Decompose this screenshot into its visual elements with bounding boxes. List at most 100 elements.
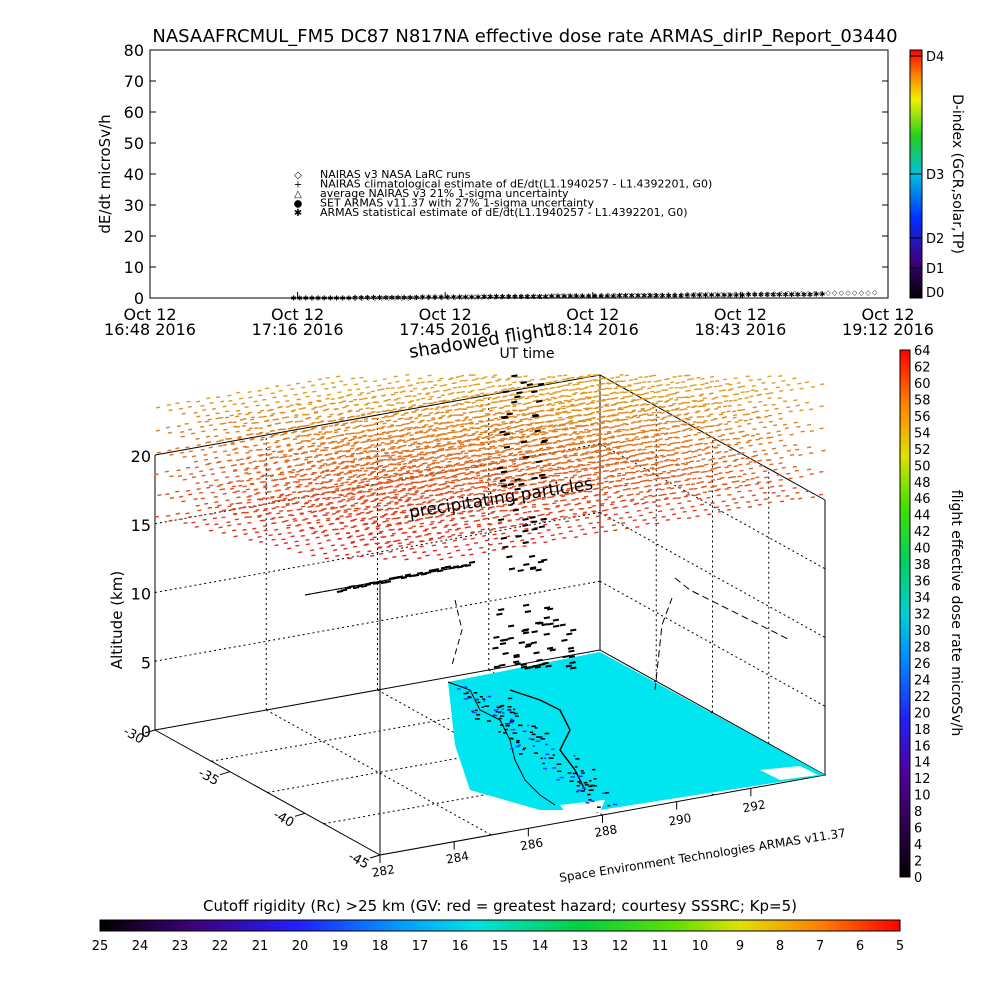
particle-dash (546, 382, 550, 383)
particle-dash (196, 401, 200, 402)
particle-dash (240, 459, 244, 460)
y-tick-label: 30 (124, 196, 144, 215)
particle-dash (700, 504, 704, 505)
particle-dash (416, 470, 420, 471)
particle-dash (489, 410, 493, 411)
particle-dash (723, 484, 727, 485)
armas-point: ✱ (789, 291, 795, 299)
particle-dash (398, 410, 402, 411)
particle-dash (416, 383, 420, 384)
particle-dash (704, 433, 708, 434)
particle-dash (418, 422, 422, 423)
armas-point: ✱ (463, 293, 469, 301)
particle-dash (440, 386, 444, 387)
particle-dash (664, 433, 668, 434)
particle-dash (745, 480, 749, 481)
x-tick-label-time: 16:48 2016 (104, 320, 196, 339)
particle-dash (753, 407, 757, 408)
particle-dash (323, 487, 327, 488)
particle-dash (431, 418, 435, 419)
particle-dash (650, 403, 654, 404)
particle-dash (554, 473, 558, 474)
armas-point: ✱ (598, 292, 604, 300)
particle-dash (508, 385, 512, 386)
particle-dash (363, 502, 367, 503)
particle-dash (616, 403, 620, 404)
particle-dash (420, 546, 424, 547)
particle-dash (348, 440, 352, 441)
particle-dash (506, 412, 510, 413)
particle-dash (561, 429, 565, 430)
particle-dash (707, 514, 711, 515)
particle-dash (209, 530, 213, 531)
particle-dash (571, 377, 575, 378)
particle-dash (370, 485, 374, 486)
particle-dash (585, 447, 589, 448)
particle-dash (545, 399, 549, 400)
particle-dash (508, 521, 512, 522)
particle-dash (271, 457, 275, 458)
particle-dash (665, 396, 669, 397)
particle-dash (406, 484, 410, 485)
particle-dash (779, 480, 783, 481)
particle-dash (218, 446, 222, 447)
particle-dash (801, 431, 805, 432)
particle-dash (387, 524, 391, 525)
particle-dash (781, 490, 785, 491)
particle-dash (442, 402, 446, 403)
particle-dash (403, 464, 407, 465)
particle-dash (475, 395, 479, 396)
particle-dash (632, 461, 636, 462)
particle-dash (555, 413, 559, 414)
particle-dash (392, 447, 396, 448)
flight-dash (566, 665, 572, 666)
particle-dash (666, 411, 670, 412)
particle-dash (389, 545, 393, 546)
particle-dash (477, 465, 481, 466)
particle-dash (532, 507, 536, 508)
particle-dash (253, 461, 257, 462)
particle-dash (420, 496, 424, 497)
particle-dash (175, 448, 179, 449)
particle-dash (288, 466, 292, 467)
particle-dash (727, 495, 731, 496)
particle-dash (696, 516, 700, 517)
particle-dash (433, 385, 437, 386)
particle-dash (324, 388, 328, 389)
particle-dash (312, 391, 316, 392)
land-speck (463, 686, 467, 688)
particle-dash (206, 487, 210, 488)
land-speck (581, 770, 584, 772)
particle-dash (310, 474, 314, 475)
particle-dash (373, 507, 377, 508)
particle-dash (530, 473, 534, 474)
particle-dash (487, 479, 491, 480)
particle-dash (540, 444, 544, 445)
particle-dash (323, 553, 327, 554)
particle-dash (361, 431, 365, 432)
particle-dash (311, 555, 315, 556)
particle-dash (245, 447, 249, 448)
particle-dash (558, 376, 562, 377)
particle-dash (385, 466, 389, 467)
particle-dash (369, 518, 373, 519)
particle-dash (645, 431, 649, 432)
particle-dash (811, 497, 815, 498)
particle-dash (593, 469, 597, 470)
particle-dash (741, 431, 745, 432)
particle-dash (700, 400, 704, 401)
particle-dash (346, 501, 350, 502)
particle-dash (487, 443, 491, 444)
particle-dash (156, 407, 160, 408)
particle-dash (427, 420, 431, 421)
particle-dash (206, 415, 210, 416)
particle-dash (679, 485, 683, 486)
particle-dash (451, 482, 455, 483)
particle-dash (370, 408, 374, 409)
particle-dash (351, 541, 355, 542)
particle-dash (397, 398, 401, 399)
particle-dash (408, 419, 412, 420)
particle-dash (553, 518, 557, 519)
land-speck (510, 748, 514, 750)
particle-dash (257, 412, 261, 413)
